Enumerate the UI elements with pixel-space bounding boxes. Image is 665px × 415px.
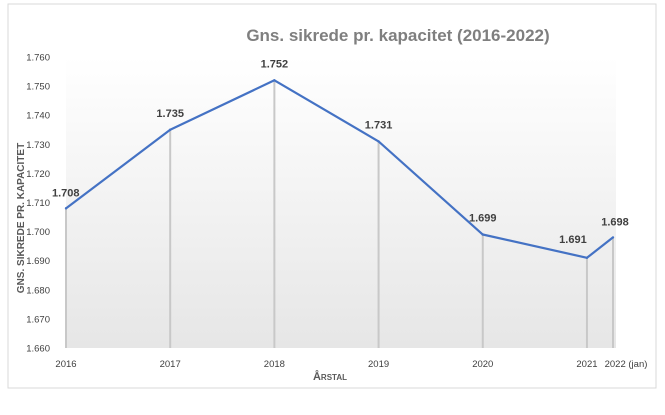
plot-area — [66, 57, 616, 348]
data-point — [168, 128, 172, 131]
data-labels: 1.708 1.735 1.752 1.731 1.699 1.691 1.698 — [52, 58, 629, 246]
data-point — [64, 207, 68, 210]
x-tick-label: 2016 — [55, 359, 76, 370]
x-tick-label: 2018 — [264, 359, 285, 370]
y-tick-label: 1.680 — [26, 285, 50, 296]
data-point — [611, 236, 615, 239]
data-label: 1.752 — [261, 58, 289, 70]
y-tick-label: 1.720 — [26, 169, 50, 180]
chart-title: Gns. sikrede pr. kapacitet (2016-2022) — [246, 26, 549, 45]
x-tick-label: 2021 — [576, 359, 597, 370]
y-tick-label: 1.750 — [26, 82, 50, 93]
x-tick-labels: 2016 2017 2018 2019 2020 2021 2022 (jan) — [55, 359, 647, 370]
drop-lines — [65, 80, 614, 348]
data-label: 1.735 — [156, 108, 184, 120]
y-tick-label: 1.670 — [26, 314, 50, 325]
y-tick-label: 1.730 — [26, 140, 50, 151]
series-line-layer — [64, 79, 615, 259]
data-point — [377, 140, 380, 143]
y-tick-label: 1.760 — [26, 53, 50, 64]
x-tick-label: 2022 (jan) — [605, 359, 648, 370]
x-tick-label: 2020 — [472, 359, 493, 370]
y-axis-title: GNS. SIKREDE PR. KAPACITET — [16, 143, 27, 293]
data-label: 1.731 — [365, 119, 393, 131]
y-tick-label: 1.740 — [26, 111, 50, 122]
data-point — [273, 79, 276, 82]
data-label: 1.708 — [52, 187, 80, 199]
data-point — [481, 233, 484, 236]
y-tick-label: 1.700 — [26, 227, 50, 238]
x-tick-label: 2017 — [160, 359, 181, 370]
data-label: 1.699 — [469, 213, 497, 225]
data-label: 1.698 — [601, 216, 629, 228]
y-tick-labels: 1.660 1.670 1.680 1.690 1.700 1.710 1.720 1.730… — [26, 53, 50, 355]
data-point — [585, 256, 589, 259]
data-label: 1.691 — [559, 234, 587, 246]
x-axis-title: Årstal — [313, 370, 347, 383]
x-tick-label: 2019 — [368, 359, 389, 370]
y-tick-label: 1.690 — [26, 256, 50, 267]
y-tick-label: 1.660 — [26, 344, 50, 355]
y-tick-label: 1.710 — [26, 198, 50, 209]
